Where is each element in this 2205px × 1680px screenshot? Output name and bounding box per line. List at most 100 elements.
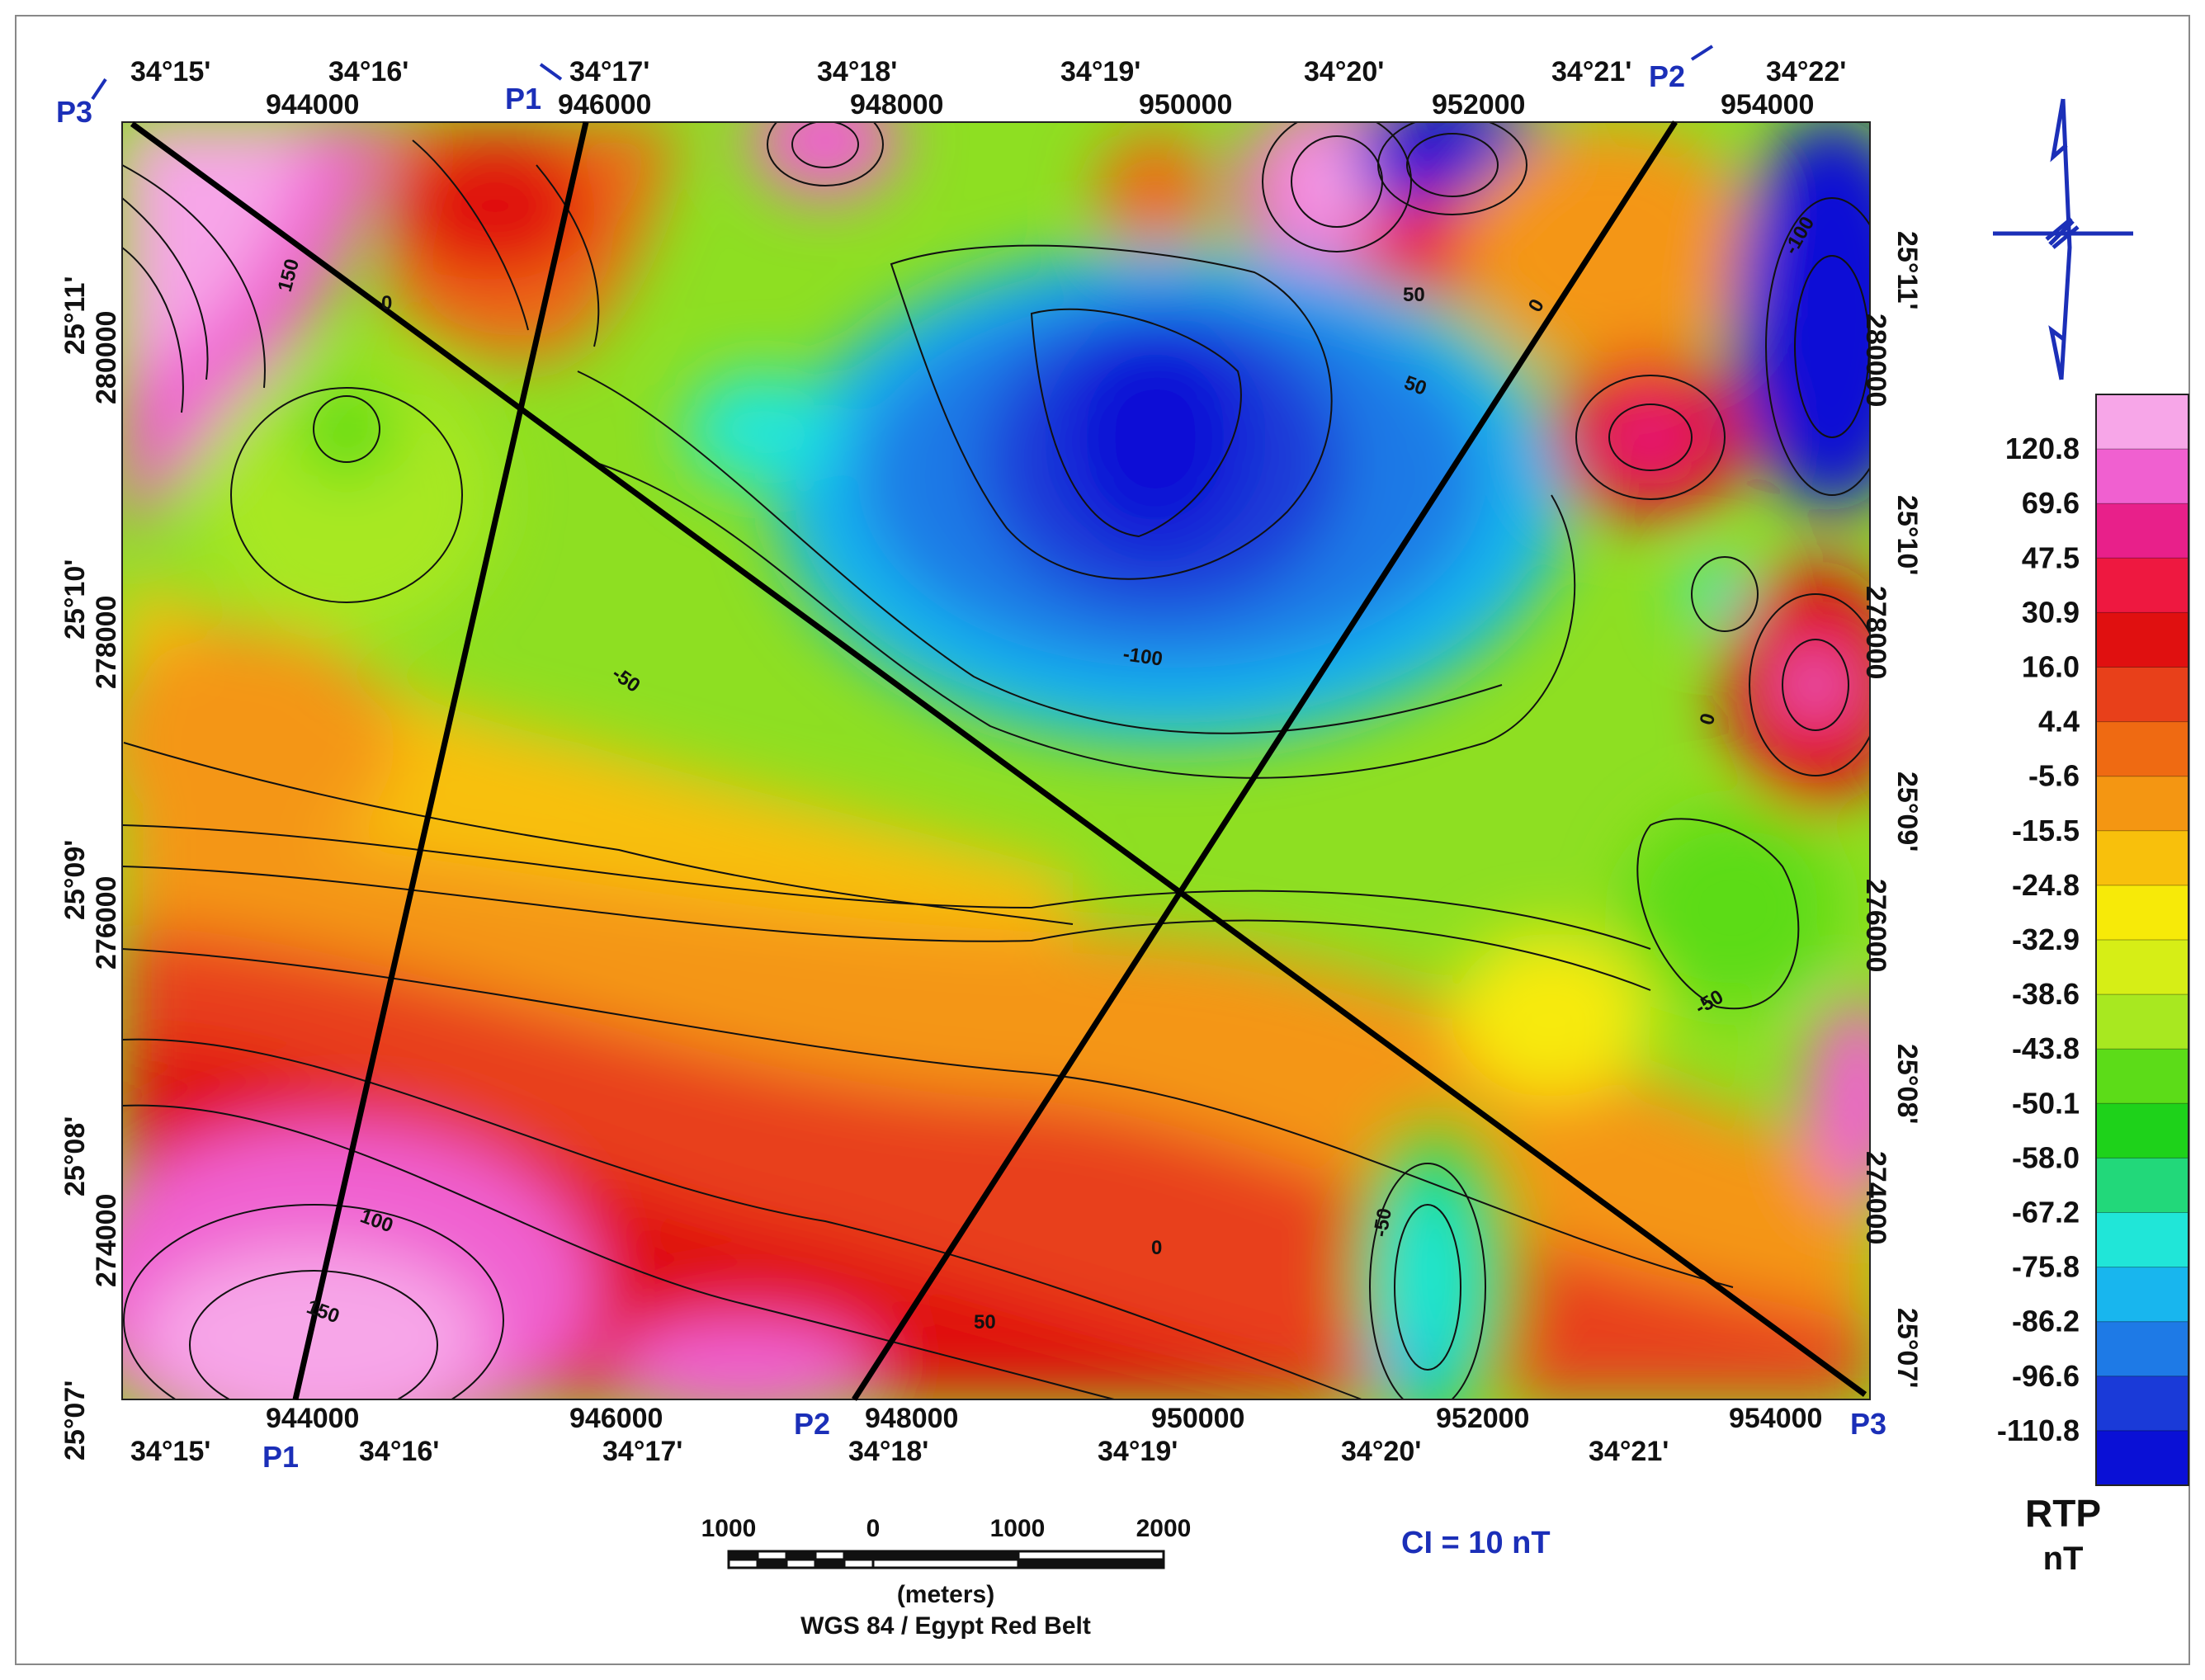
bottom-easting-label: 946000: [569, 1403, 663, 1434]
legend-color-swatch: [2096, 1267, 2188, 1323]
top-lon-label: 34°16': [328, 56, 408, 87]
contour-label: -100: [1121, 643, 1164, 670]
legend-color-swatch: [2096, 612, 2188, 668]
bottom-easting-label: 952000: [1436, 1403, 1529, 1434]
legend-value-label: -43.8: [2012, 1031, 2080, 1065]
profile-p1-start-label: P1: [505, 82, 541, 116]
legend-value-label: -38.6: [2012, 977, 2080, 1011]
left-lat-label: 25°10': [59, 559, 91, 639]
left-lat-label: 25°09': [59, 840, 91, 920]
left-axis: 25°11' 25°10' 25°09' 25°08' 25°07' 28000…: [59, 276, 122, 1461]
legend-color-swatch: [2096, 394, 2188, 450]
contour-label: 0: [381, 292, 392, 314]
bottom-easting-label: 950000: [1151, 1403, 1244, 1434]
right-lat-label: 25°07': [1891, 1308, 1923, 1388]
north-arrow-icon: [1993, 98, 2133, 380]
top-lon-label: 34°21': [1551, 56, 1631, 87]
left-lat-label: 25°07': [59, 1380, 91, 1461]
legend-value-label: -86.2: [2012, 1305, 2080, 1338]
profile-p1-end-label: P1: [262, 1440, 299, 1474]
scale-label: 0: [866, 1515, 881, 1542]
top-easting-label: 948000: [850, 89, 943, 120]
legend-value-label: -58.0: [2012, 1140, 2080, 1174]
bottom-lon-label: 34°18': [848, 1436, 928, 1467]
left-lat-label: 25°11': [59, 276, 91, 355]
profile-p2-start-label: P2: [1649, 59, 1685, 93]
legend-color-swatch: [2096, 1103, 2188, 1159]
right-axis: 25°11' 25°10' 25°09' 25°08' 25°07' 28000…: [1860, 231, 1923, 1388]
scale-label: 1000: [990, 1515, 1046, 1542]
right-lat-label: 25°11': [1891, 231, 1923, 309]
top-lon-label: 34°17': [569, 56, 649, 87]
top-lon-label: 34°15': [130, 56, 210, 87]
scale-label: 1000: [701, 1515, 757, 1542]
top-lon-label: 34°18': [817, 56, 897, 87]
profile-lines: [130, 120, 1867, 1401]
profile-line-p3: [130, 121, 1867, 1397]
legend-value-label: 47.5: [2022, 540, 2080, 574]
left-lat-label: 25°08': [59, 1116, 91, 1196]
legend-color-swatch: [2096, 885, 2188, 941]
profile-p3-start-label: P3: [56, 95, 92, 129]
right-lat-label: 25°10': [1891, 495, 1923, 575]
right-lat-label: 25°08': [1891, 1044, 1923, 1124]
legend-color-swatch: [2096, 449, 2188, 504]
bottom-axis: 944000 946000 948000 950000 952000 95400…: [130, 1403, 1822, 1467]
legend-value-label: -75.8: [2012, 1250, 2080, 1284]
legend-color-swatch: [2096, 940, 2188, 995]
bottom-easting-label: 944000: [266, 1403, 359, 1434]
top-easting-label: 952000: [1432, 89, 1525, 120]
bottom-easting-label: 948000: [865, 1403, 958, 1434]
legend-color-swatch: [2096, 830, 2188, 886]
legend-color-swatch: [2096, 558, 2188, 613]
legend-color-swatch: [2096, 721, 2188, 777]
contour-label: 50: [974, 1311, 996, 1333]
legend-color-swatch: [2096, 1049, 2188, 1104]
legend-value-label: -67.2: [2012, 1196, 2080, 1229]
bottom-lon-label: 34°16': [359, 1436, 439, 1467]
legend-value-label: 16.0: [2022, 650, 2080, 684]
bottom-lon-label: 34°15': [130, 1436, 210, 1467]
legend-value-label: -15.5: [2012, 814, 2080, 847]
right-lat-label: 25°09': [1891, 772, 1923, 852]
contour-interval-label: CI = 10 nT: [1401, 1526, 1551, 1560]
bottom-lon-label: 34°21': [1589, 1436, 1669, 1467]
top-easting-label: 946000: [558, 89, 651, 120]
legend-color-swatch: [2096, 667, 2188, 723]
profile-labels: P3 P1 P2 P1 P2 P3: [56, 45, 1886, 1474]
legend-title: RTP: [2025, 1492, 2101, 1535]
left-northing-label: 276000: [91, 876, 122, 970]
legend-value-label: -50.1: [2012, 1086, 2080, 1120]
legend-value-label: 4.4: [2038, 705, 2080, 739]
top-easting-label: 954000: [1721, 89, 1814, 120]
legend-value-label: 69.6: [2022, 486, 2080, 520]
left-northing-label: 274000: [91, 1194, 122, 1287]
left-northing-label: 278000: [91, 596, 122, 689]
color-legend: 120.8 69.6 47.5 30.9 16.0 4.4 -5.6 -15.5 -24.8 -3…: [1997, 394, 2189, 1577]
projection-label: WGS 84 / Egypt Red Belt: [800, 1612, 1091, 1640]
left-northing-label: 280000: [91, 311, 122, 404]
legend-color-swatch: [2096, 994, 2188, 1050]
profile-p2-end-label: P2: [794, 1407, 830, 1441]
top-lon-label: 34°20': [1304, 56, 1384, 87]
scale-unit: (meters): [897, 1581, 994, 1608]
top-easting-label: 950000: [1139, 89, 1232, 120]
legend-color-swatch: [2096, 776, 2188, 832]
legend-value-label: 30.9: [2022, 595, 2080, 629]
right-northing-label: 278000: [1860, 586, 1891, 679]
legend-color-swatch: [2096, 1321, 2188, 1377]
map-border: [121, 121, 1871, 1400]
legend-unit: nT: [2043, 1541, 2084, 1577]
legend-color-bar: [2095, 394, 2189, 1486]
scale-label: 2000: [1136, 1515, 1192, 1542]
contour-label: 50: [1403, 284, 1425, 306]
legend-value-label: -96.6: [2012, 1359, 2080, 1393]
legend-color-swatch: [2096, 1430, 2188, 1486]
legend-color-swatch: [2096, 1376, 2188, 1432]
legend-value-label: -24.8: [2012, 868, 2080, 902]
bottom-easting-label: 954000: [1729, 1403, 1822, 1434]
legend-value-label: -5.6: [2028, 759, 2080, 793]
bottom-lon-label: 34°17': [602, 1436, 682, 1467]
rtp-anomaly-map: [122, 122, 1870, 1399]
